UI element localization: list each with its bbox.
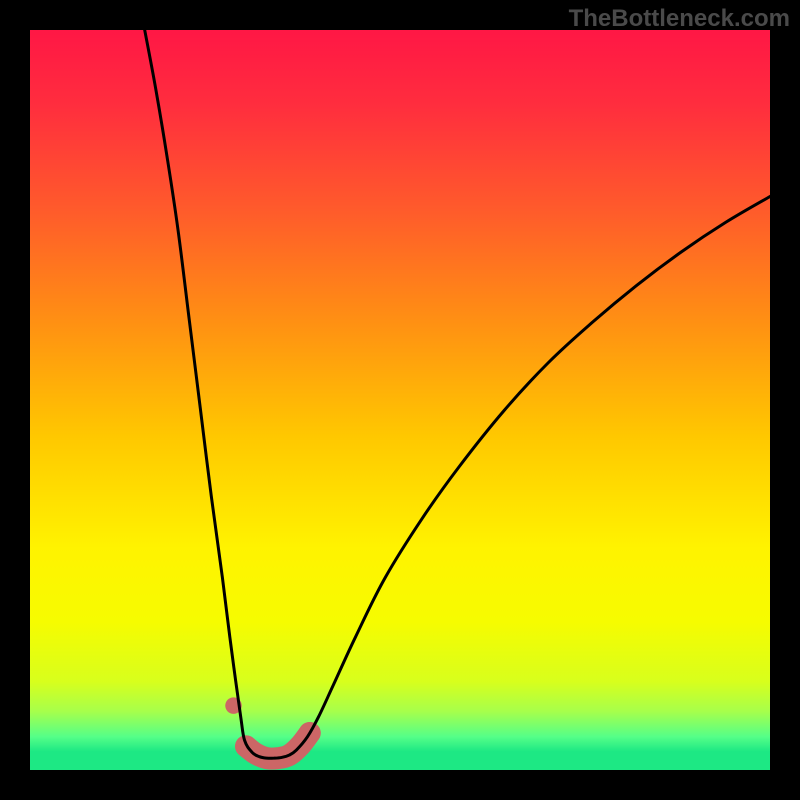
chart-container: TheBottleneck.com: [0, 0, 800, 800]
plot-area: [30, 30, 770, 770]
plot-background: [30, 30, 770, 770]
watermark-text: TheBottleneck.com: [569, 5, 790, 33]
plot-svg: [30, 30, 770, 770]
